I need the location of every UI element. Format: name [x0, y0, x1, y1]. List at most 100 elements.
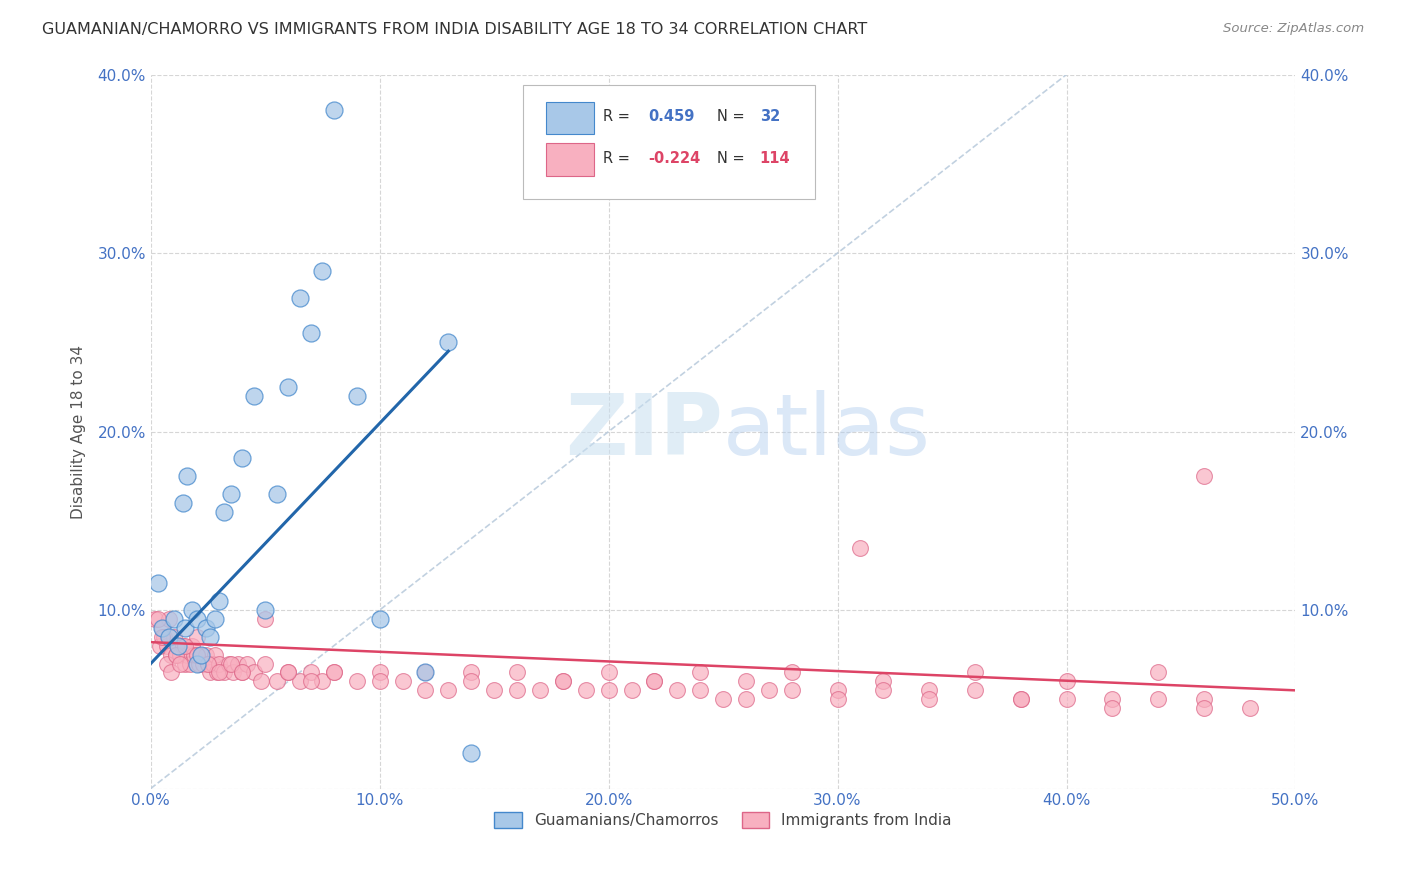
Point: [322, 665, 344, 680]
Point: [1192, 692, 1215, 706]
Point: [219, 487, 242, 501]
Point: [288, 674, 311, 689]
Point: [735, 692, 758, 706]
Point: [460, 746, 482, 760]
Point: [200, 665, 222, 680]
Point: [218, 657, 240, 671]
Point: [1147, 665, 1170, 680]
Point: [460, 674, 482, 689]
Point: [299, 665, 322, 680]
Point: [735, 674, 758, 689]
Point: [186, 612, 208, 626]
Point: [174, 639, 197, 653]
Point: [322, 103, 344, 118]
Point: [183, 648, 205, 662]
Point: [249, 674, 271, 689]
Point: [1056, 674, 1078, 689]
Point: [322, 665, 344, 680]
Point: [150, 621, 173, 635]
Point: [242, 665, 264, 680]
Point: [827, 683, 849, 698]
Text: atlas: atlas: [723, 390, 931, 473]
Point: [204, 648, 226, 662]
Point: [165, 648, 187, 662]
Point: [169, 657, 191, 671]
Point: [872, 674, 894, 689]
Point: [160, 648, 183, 662]
Point: [620, 683, 643, 698]
Point: [204, 612, 226, 626]
Point: [187, 657, 209, 671]
Point: [311, 674, 333, 689]
Point: [482, 683, 505, 698]
Point: [780, 665, 803, 680]
Point: [288, 291, 311, 305]
Text: R =: R =: [603, 152, 630, 166]
Point: [1101, 692, 1123, 706]
Point: [1101, 701, 1123, 715]
Point: [918, 683, 941, 698]
Point: [346, 674, 368, 689]
FancyBboxPatch shape: [546, 143, 593, 176]
Point: [1192, 469, 1215, 483]
Point: [506, 665, 529, 680]
Point: [208, 665, 231, 680]
Point: [226, 657, 249, 671]
Point: [963, 665, 986, 680]
Point: [299, 674, 322, 689]
Point: [231, 451, 253, 466]
Point: [689, 683, 711, 698]
Point: [179, 657, 201, 671]
Point: [186, 648, 208, 662]
Text: 0.459: 0.459: [648, 109, 695, 124]
Point: [437, 335, 460, 350]
Point: [212, 665, 235, 680]
Point: [872, 683, 894, 698]
Point: [197, 657, 219, 671]
Point: [575, 683, 598, 698]
Point: [506, 683, 529, 698]
Point: [219, 657, 242, 671]
Point: [146, 576, 169, 591]
Point: [529, 683, 551, 698]
Point: [311, 264, 333, 278]
Point: [181, 639, 204, 653]
Point: [149, 639, 172, 653]
Point: [1192, 701, 1215, 715]
Point: [551, 674, 574, 689]
Point: [551, 674, 574, 689]
Point: [190, 648, 212, 662]
Point: [346, 389, 368, 403]
Point: [1056, 692, 1078, 706]
Point: [167, 639, 190, 653]
Point: [208, 594, 231, 608]
Point: [143, 612, 166, 626]
Point: [391, 674, 413, 689]
Point: [758, 683, 780, 698]
Point: [1010, 692, 1032, 706]
Point: [153, 630, 176, 644]
Point: [918, 692, 941, 706]
Point: [194, 621, 217, 635]
Point: [666, 683, 689, 698]
Point: [162, 612, 184, 626]
Point: [266, 487, 288, 501]
Point: [200, 630, 222, 644]
Point: [598, 683, 620, 698]
Point: [172, 639, 194, 653]
Point: [194, 648, 217, 662]
Point: [711, 692, 734, 706]
Point: [643, 674, 665, 689]
Text: 114: 114: [759, 152, 790, 166]
Text: R =: R =: [603, 109, 630, 124]
Point: [212, 505, 235, 519]
Text: Source: ZipAtlas.com: Source: ZipAtlas.com: [1223, 22, 1364, 36]
Point: [254, 657, 277, 671]
Point: [169, 648, 191, 662]
Point: [236, 657, 259, 671]
Point: [201, 657, 224, 671]
Point: [186, 630, 208, 644]
Point: [156, 657, 179, 671]
Point: [174, 621, 197, 635]
Point: [368, 674, 391, 689]
